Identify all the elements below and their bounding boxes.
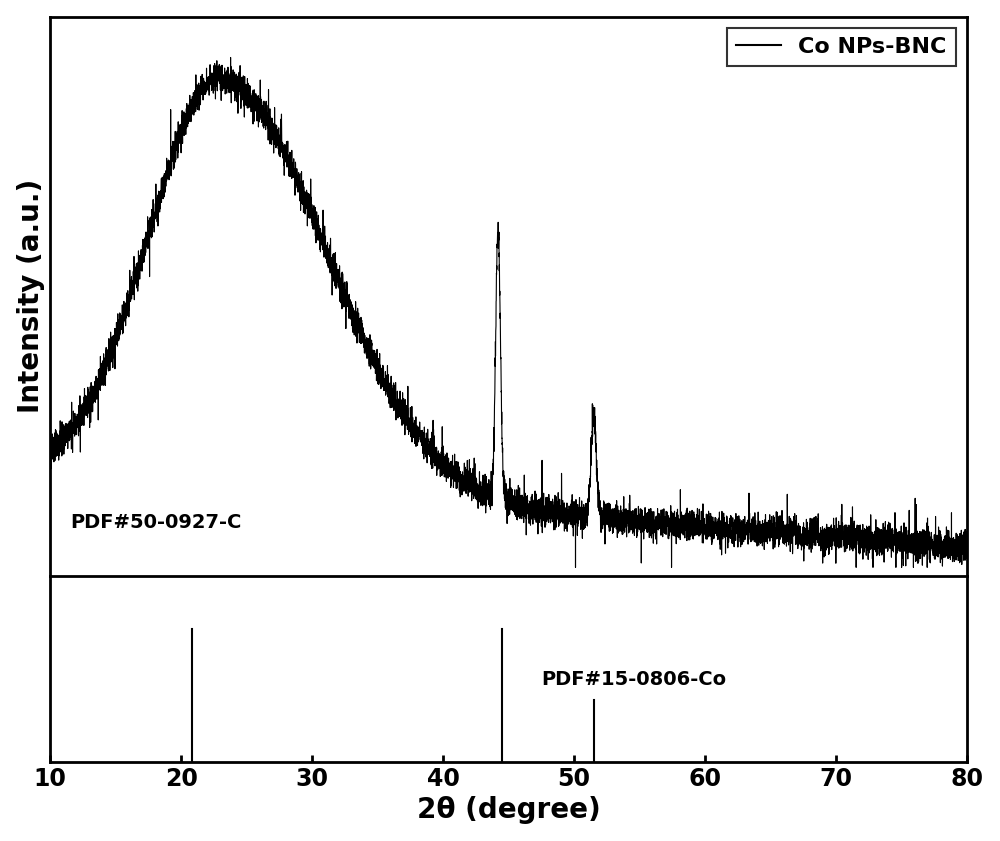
Co NPs-BNC <box>961 533 973 543</box>
Text: PDF#50-0927-C: PDF#50-0927-C <box>70 513 241 532</box>
Line: Co NPs-BNC: Co NPs-BNC <box>50 57 967 568</box>
X-axis label: 2θ (degree): 2θ (degree) <box>417 796 600 824</box>
Co NPs-BNC <box>773 521 785 532</box>
Co NPs-BNC <box>90 386 102 396</box>
Text: PDF#15-0806-Co: PDF#15-0806-Co <box>541 669 726 689</box>
Co NPs-BNC <box>724 513 736 523</box>
Co NPs-BNC <box>627 519 639 529</box>
Co NPs-BNC <box>225 52 237 62</box>
Co NPs-BNC <box>44 455 56 465</box>
Co NPs-BNC <box>587 415 599 426</box>
Co NPs-BNC <box>570 563 582 573</box>
Co NPs-BNC <box>376 368 388 378</box>
Y-axis label: Intensity (a.u.): Intensity (a.u.) <box>17 179 45 413</box>
Legend: Co NPs-BNC: Co NPs-BNC <box>727 28 956 66</box>
